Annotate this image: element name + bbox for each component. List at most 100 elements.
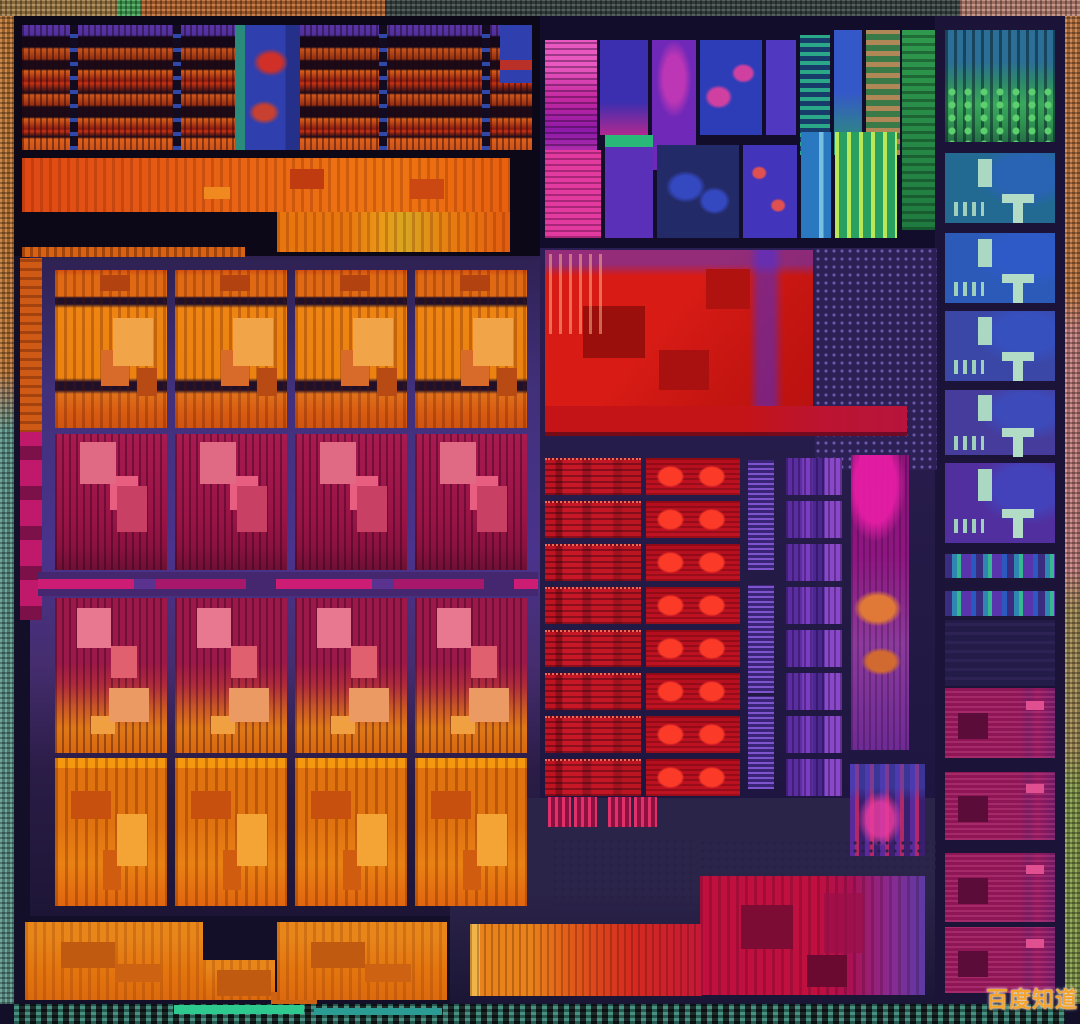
right-column-block-purple: [945, 463, 1055, 543]
small-striped-block: [548, 797, 571, 827]
sram-separator: [173, 25, 181, 150]
core-tile: [415, 434, 527, 570]
left-edge-magenta-column: [20, 432, 42, 620]
bottom-gradient-strip: [470, 924, 702, 996]
magenta-strip: [851, 455, 909, 750]
right-column-magenta-bank: [945, 853, 1055, 922]
bottom-orange-block: [25, 922, 203, 1000]
bottom-magenta-block: [700, 876, 925, 995]
right-column-striped-block: [945, 551, 1055, 581]
core-tile: [415, 758, 527, 906]
logic-block-magenta: [545, 40, 597, 170]
core-tile: [415, 598, 527, 753]
red-macro-arm: [545, 406, 907, 436]
logic-block-magenta: [545, 150, 601, 238]
sram-end-block: [500, 25, 532, 83]
violet-array-block: [786, 759, 842, 796]
violet-array-block: [786, 587, 842, 624]
right-column-block-teal: [945, 153, 1055, 223]
t-shape-mark: [1002, 351, 1035, 381]
pad-ring-top: [0, 0, 1080, 16]
left-edge-orange-column: [20, 258, 42, 433]
logic-block-blue: [600, 40, 648, 135]
red-array-block: [545, 501, 641, 538]
pad-ring-left: [0, 16, 14, 1004]
right-column-block-blue: [945, 233, 1055, 303]
red-array-block: [545, 544, 641, 581]
violet-striped-column: [748, 585, 774, 693]
red-array-block: [545, 673, 641, 710]
core-tile: [55, 758, 167, 906]
logic-block-light-blue: [801, 132, 831, 238]
violet-striped-column: [748, 460, 774, 570]
core-tile: [295, 270, 407, 428]
bottom-orange-block-step: [203, 960, 275, 1000]
red-array-block-bright: [646, 544, 740, 581]
core-tile: [415, 270, 527, 428]
pad-ring-green-segment: [174, 1005, 304, 1014]
sram-control-column: [235, 25, 300, 150]
violet-array-block: [786, 501, 842, 538]
small-striped-block: [574, 797, 597, 827]
small-striped-block: [634, 797, 657, 827]
sram-separator: [70, 25, 78, 150]
core-tile: [175, 270, 287, 428]
t-shape-mark: [1002, 273, 1035, 303]
core-tile: [55, 598, 167, 753]
core-tile: [175, 434, 287, 570]
core-tile: [295, 758, 407, 906]
pad-ring-teal-segment: [314, 1008, 442, 1015]
orange-io-strip: [22, 158, 510, 212]
orange-io-strip-step: [277, 212, 510, 252]
logic-block-green-striped: [835, 132, 897, 238]
logic-block-navy: [657, 145, 739, 238]
logic-block-green-purple: [605, 135, 653, 238]
red-array-block-bright: [646, 759, 740, 796]
sram-separator: [379, 25, 387, 150]
dot-matrix-patch: [700, 840, 936, 874]
right-column-striped-block: [945, 588, 1055, 619]
core-tile: [175, 758, 287, 906]
small-striped-block: [608, 797, 631, 827]
violet-array-block: [786, 716, 842, 753]
right-column-magenta-bank: [945, 772, 1055, 840]
red-array-block: [545, 587, 641, 624]
right-column-magenta-bank: [945, 927, 1055, 993]
red-array-block-bright: [646, 673, 740, 710]
dot-matrix-patch: [552, 838, 692, 924]
sram-separator: [482, 25, 490, 150]
large-red-macro-block: [545, 250, 813, 410]
watermark: 百度知道: [986, 988, 1079, 1013]
grid-divider-band: [38, 572, 538, 596]
pad-ring-bottom: [14, 1004, 1065, 1024]
logic-block-violet: [743, 145, 797, 238]
core-tile: [295, 434, 407, 570]
red-array-block: [545, 759, 641, 796]
red-array-block-bright: [646, 587, 740, 624]
macro-edge-ticks: [549, 254, 609, 334]
red-array-block-bright: [646, 458, 740, 495]
right-column-green-block: [945, 30, 1055, 142]
right-column-block-blue-violet: [945, 311, 1055, 381]
dot-matrix-filler-zone: [815, 248, 937, 470]
pad-ring-right: [1065, 16, 1080, 1004]
core-tile: [55, 270, 167, 428]
red-array-block: [545, 716, 641, 753]
red-array-block: [545, 630, 641, 667]
red-array-block-bright: [646, 716, 740, 753]
logic-block-violet: [766, 40, 796, 135]
green-blob-pattern: [945, 86, 1055, 142]
logic-block-blue: [700, 40, 762, 135]
t-shape-mark: [1002, 193, 1035, 223]
violet-array-block: [786, 630, 842, 667]
violet-array-block: [786, 673, 842, 710]
red-array-block: [545, 458, 641, 495]
violet-array-block: [786, 458, 842, 495]
right-column-magenta-bank: [945, 688, 1055, 758]
right-column-gap: [945, 620, 1055, 686]
core-tile: [55, 434, 167, 570]
orange-io-strip-thin: [22, 247, 245, 257]
bottom-orange-block: [277, 922, 447, 1000]
t-shape-mark: [1002, 427, 1035, 457]
